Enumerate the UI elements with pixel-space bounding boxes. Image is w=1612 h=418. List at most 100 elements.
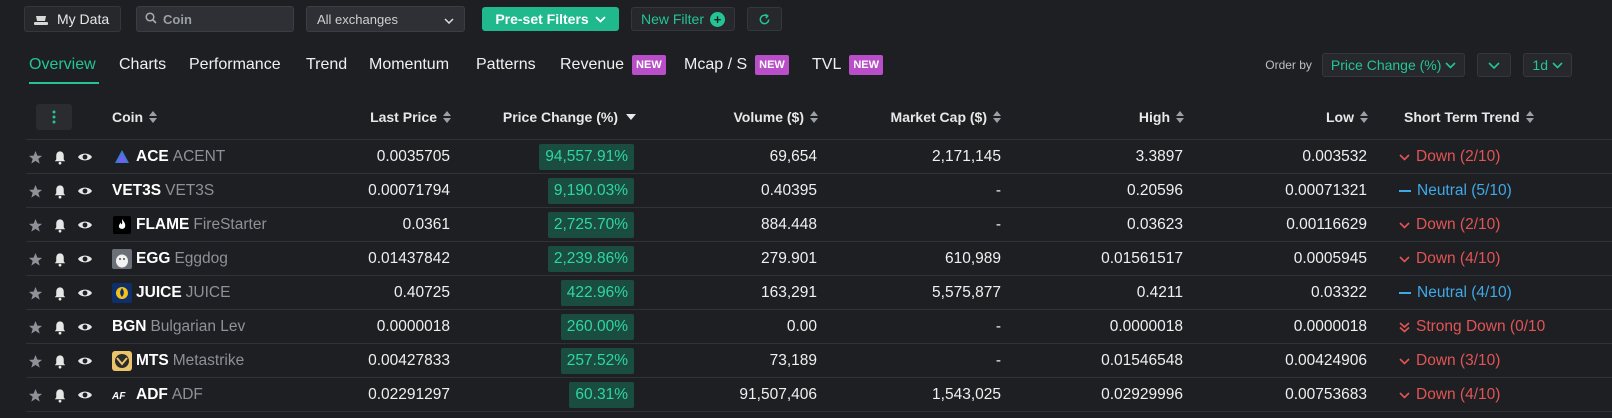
column-header-market-cap[interactable]: Market Cap ($) xyxy=(826,100,1001,134)
column-header-last-price[interactable]: Last Price xyxy=(306,100,451,134)
eye-icon[interactable] xyxy=(77,355,98,367)
eye-icon[interactable] xyxy=(77,185,98,197)
eye-icon[interactable] xyxy=(77,389,98,401)
exchange-select[interactable]: All exchanges xyxy=(306,6,465,32)
table-row[interactable]: VET3S VET3S 0.00071794 9,190.03% 0.40395… xyxy=(26,174,1612,208)
short-term-trend-cell: Neutral (5/10) xyxy=(1399,174,1512,208)
eye-icon[interactable] xyxy=(77,321,98,333)
star-icon[interactable] xyxy=(28,286,48,301)
column-header-low[interactable]: Low xyxy=(1206,100,1368,134)
bell-icon[interactable] xyxy=(53,184,72,199)
last-price-cell: 0.0361 xyxy=(402,216,450,233)
bell-icon[interactable] xyxy=(53,218,72,233)
trend-label: Down (4/10) xyxy=(1416,250,1501,267)
table-row[interactable]: MTS Metastrike 0.00427833 257.52% 73,189… xyxy=(26,344,1612,378)
star-icon[interactable] xyxy=(28,320,48,335)
coin-cell[interactable]: FLAME FireStarter xyxy=(112,208,267,242)
star-icon[interactable] xyxy=(28,388,48,403)
market-cap-cell: 5,575,877 xyxy=(932,284,1001,301)
ace-triangle-icon xyxy=(112,147,132,167)
tab-charts[interactable]: Charts xyxy=(119,54,166,76)
column-label: Short Term Trend xyxy=(1404,109,1520,125)
table-row[interactable]: EGG Eggdog 0.01437842 2,239.86% 279.901 … xyxy=(26,242,1612,276)
low-cell: 0.03322 xyxy=(1310,284,1367,301)
star-icon[interactable] xyxy=(28,184,48,199)
column-header-price-change[interactable]: Price Change (%) xyxy=(466,100,636,134)
tab-overview[interactable]: Overview xyxy=(29,54,96,76)
chevron-down-icon xyxy=(595,15,606,23)
order-direction-button[interactable] xyxy=(1477,53,1512,77)
eye-icon[interactable] xyxy=(77,287,98,299)
high-cell: 0.03623 xyxy=(1126,216,1183,233)
search-icon xyxy=(145,11,157,28)
market-cap-cell: 2,171,145 xyxy=(932,148,1001,165)
chevron-down-icon xyxy=(1399,255,1410,263)
eye-icon[interactable] xyxy=(77,219,98,231)
column-header-volume[interactable]: Volume ($) xyxy=(646,100,818,134)
coin-cell[interactable]: BGN Bulgarian Lev xyxy=(112,310,245,344)
table-row[interactable]: FLAME FireStarter 0.0361 2,725.70% 884.4… xyxy=(26,208,1612,242)
bell-icon[interactable] xyxy=(53,354,72,369)
volume-cell: 884.448 xyxy=(760,216,817,233)
bell-icon[interactable] xyxy=(53,320,72,335)
star-icon[interactable] xyxy=(28,150,48,165)
short-term-trend-cell: Down (3/10) xyxy=(1399,344,1500,378)
coin-cell[interactable]: JUICE JUICE xyxy=(112,276,230,310)
coin-cell[interactable]: ACE ACENT xyxy=(112,140,225,174)
sort-icon xyxy=(810,111,818,123)
short-term-trend-cell: Neutral (4/10) xyxy=(1399,276,1512,310)
short-term-trend-cell: Down (2/10) xyxy=(1399,140,1500,174)
eye-icon[interactable] xyxy=(77,253,98,265)
column-header-coin[interactable]: Coin xyxy=(112,100,158,134)
coin-cell[interactable]: AF ADF ADF xyxy=(112,378,203,412)
coin-cell[interactable]: MTS Metastrike xyxy=(112,344,244,378)
row-actions xyxy=(28,174,92,208)
timeframe-select[interactable]: 1d xyxy=(1523,53,1572,77)
coin-cell[interactable]: EGG Eggdog xyxy=(112,242,228,276)
row-actions xyxy=(28,378,92,412)
my-data-button[interactable]: My Data xyxy=(24,6,121,32)
column-label: Low xyxy=(1326,109,1354,125)
bell-icon[interactable] xyxy=(53,388,72,403)
eye-icon[interactable] xyxy=(77,151,98,163)
refresh-icon xyxy=(758,13,771,26)
column-menu-button[interactable] xyxy=(36,104,72,130)
coin-symbol: ACE xyxy=(136,148,169,165)
tab-trend[interactable]: Trend xyxy=(306,54,347,76)
order-by-controls: Order by Price Change (%) 1d xyxy=(1265,52,1572,78)
star-icon[interactable] xyxy=(28,218,48,233)
tab-revenue[interactable]: Revenue NEW xyxy=(560,54,666,76)
column-header-high[interactable]: High xyxy=(1026,100,1184,134)
neutral-dash-icon xyxy=(1399,291,1411,295)
tab-label: Overview xyxy=(29,56,96,73)
search-input[interactable] xyxy=(163,11,283,27)
star-icon[interactable] xyxy=(28,252,48,267)
chevron-down-icon xyxy=(1399,221,1410,229)
order-field-select[interactable]: Price Change (%) xyxy=(1321,53,1466,77)
price-change-cell: 2,239.86% xyxy=(466,242,634,276)
tab-mcap-s[interactable]: Mcap / S NEW xyxy=(684,54,789,76)
refresh-button[interactable] xyxy=(747,7,782,31)
table-row[interactable]: JUICE JUICE 0.40725 422.96% 163,291 5,57… xyxy=(26,276,1612,310)
star-icon[interactable] xyxy=(28,354,48,369)
column-header-short-term-trend[interactable]: Short Term Trend xyxy=(1404,100,1534,134)
tab-tvl[interactable]: TVL NEW xyxy=(812,54,884,76)
price-change-value: 2,725.70% xyxy=(547,212,634,238)
tab-momentum[interactable]: Momentum xyxy=(369,54,449,76)
table-row[interactable]: AF ADF ADF 0.02291297 60.31% 91,507,406 … xyxy=(26,378,1612,412)
new-filter-button[interactable]: New Filter + xyxy=(631,7,735,31)
table-row[interactable]: BGN Bulgarian Lev 0.0000018 260.00% 0.00… xyxy=(26,310,1612,344)
tab-performance[interactable]: Performance xyxy=(189,54,281,76)
coin-cell[interactable]: VET3S VET3S xyxy=(112,174,214,208)
table-row[interactable]: ACE ACENT 0.0035705 94,557.91% 69,654 2,… xyxy=(26,140,1612,174)
coin-name: Eggdog xyxy=(174,250,228,267)
bell-icon[interactable] xyxy=(53,252,72,267)
short-term-trend-cell: Down (4/10) xyxy=(1399,378,1500,412)
price-change-value: 9,190.03% xyxy=(547,178,634,204)
bell-icon[interactable] xyxy=(53,286,72,301)
tab-patterns[interactable]: Patterns xyxy=(476,54,536,76)
preset-filters-button[interactable]: Pre-set Filters xyxy=(482,7,619,31)
bell-icon[interactable] xyxy=(53,150,72,165)
coin-search[interactable] xyxy=(136,6,294,32)
column-label: Last Price xyxy=(370,109,437,125)
